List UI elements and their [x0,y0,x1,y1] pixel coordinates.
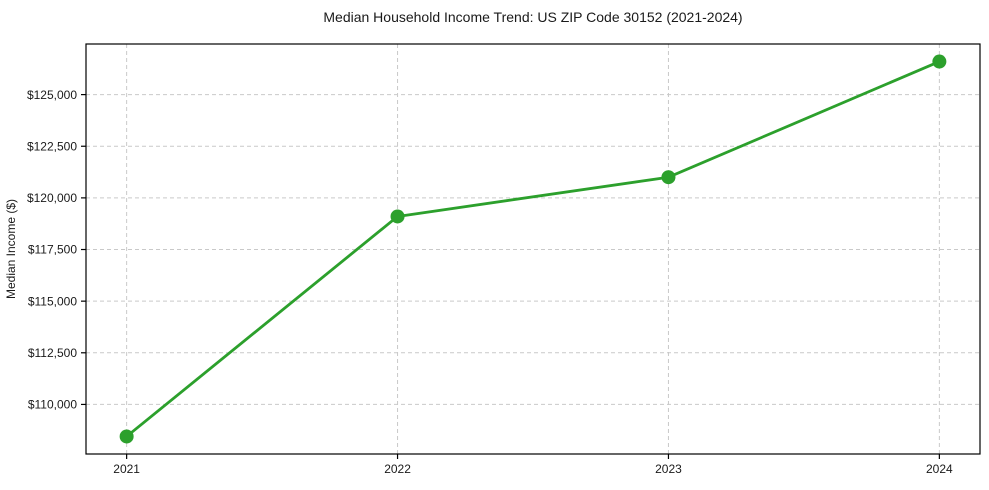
y-tick-label: $120,000 [27,191,77,205]
x-tick-label: 2021 [113,462,140,476]
plot-border [85,43,981,455]
y-tick-label: $125,000 [27,88,77,102]
x-tick-label: 2024 [926,462,953,476]
data-point-2022 [390,209,405,224]
data-point-2024 [932,54,947,69]
x-tick-label: 2023 [655,462,682,476]
grid-layer [86,44,980,454]
trend-line [125,60,941,438]
y-tick-label: $110,000 [28,398,77,412]
y-axis-label: Median Income ($) [4,199,18,299]
series-layer [119,54,947,444]
chart-title: Median Household Income Trend: US ZIP Co… [323,9,742,25]
axis-layer: $110,000 $112,500 $115,000 $117,500 $120,000… [27,43,981,476]
x-tick-label: 2022 [384,462,411,476]
y-tick-label: $117,500 [28,243,77,257]
y-tick-label: $112,500 [28,346,77,360]
y-tick-label: $115,000 [28,294,77,308]
y-tick-label: $122,500 [27,139,77,153]
data-point-2023 [661,170,676,185]
data-point-2021 [119,429,134,444]
